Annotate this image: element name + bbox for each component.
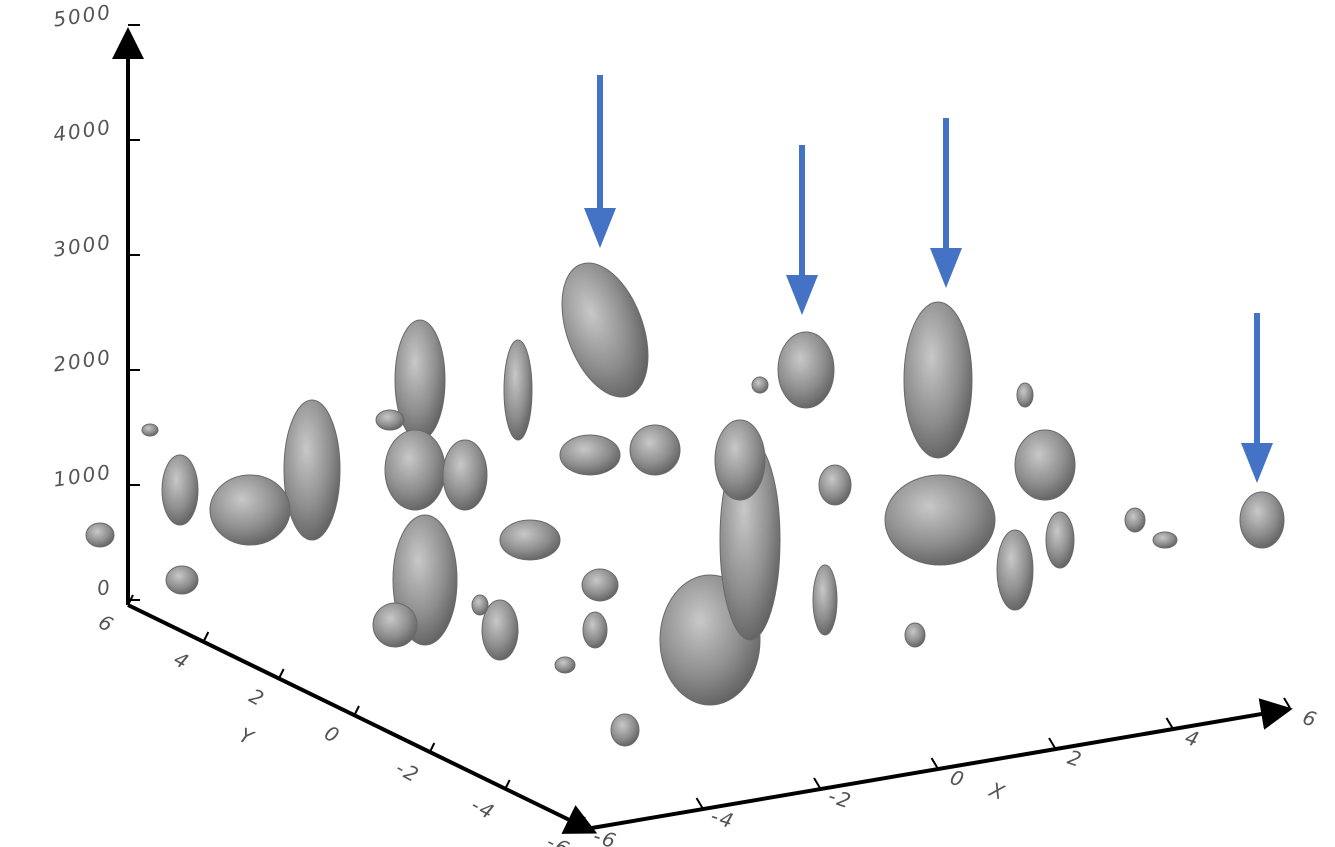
y-tick (203, 632, 208, 642)
z-tick-label: 4000 (52, 115, 114, 147)
x-tick (697, 798, 703, 808)
y-tick-label: -2 (392, 755, 424, 787)
x-tick (1284, 698, 1290, 708)
z-tick-label: 1000 (52, 460, 114, 492)
x-tick (814, 778, 820, 788)
y-axis (128, 605, 590, 830)
z-tick-label: 0 (96, 575, 114, 601)
z-tick-label: 5000 (52, 0, 114, 32)
chart: Y X 0100020003000400050006420-2-4-6-6-4-… (0, 0, 1335, 847)
x-tick (932, 758, 938, 768)
y-tick-label: 0 (321, 721, 345, 749)
x-tick (1049, 738, 1055, 748)
y-tick-label: 4 (170, 647, 194, 675)
x-tick-label: 4 (1182, 725, 1203, 752)
z-tick-label: 2000 (52, 345, 114, 377)
x-axis-label: X (985, 777, 1009, 805)
y-axis-label: Y (236, 723, 259, 751)
x-tick-label: 6 (1300, 705, 1321, 732)
y-tick-label: -4 (467, 792, 499, 824)
y-tick-label: 6 (95, 610, 119, 638)
x-tick-label: 0 (947, 765, 968, 792)
x-axis (580, 710, 1285, 830)
z-tick-label: 3000 (52, 230, 114, 262)
y-tick-label: 2 (245, 684, 269, 712)
x-tick-label: 2 (1065, 745, 1086, 772)
y-tick-label: -6 (542, 829, 574, 847)
x-tick (1167, 718, 1173, 728)
